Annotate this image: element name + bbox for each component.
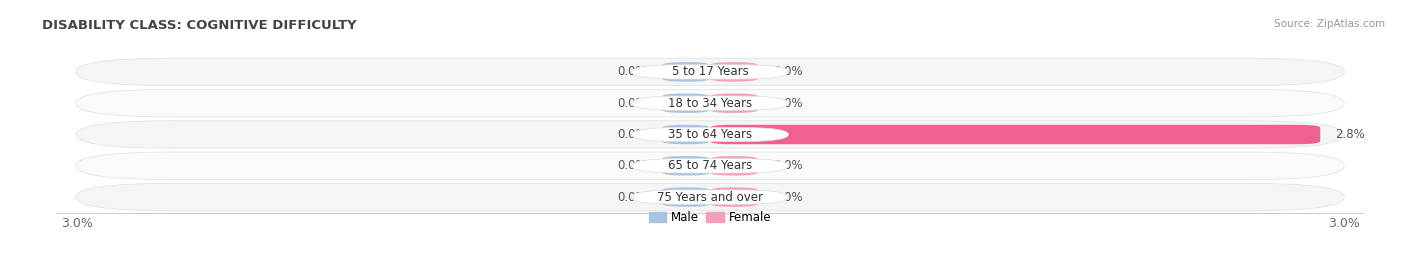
FancyBboxPatch shape bbox=[76, 89, 1344, 117]
FancyBboxPatch shape bbox=[631, 96, 789, 110]
Text: 5 to 17 Years: 5 to 17 Years bbox=[672, 65, 748, 78]
Text: 0.0%: 0.0% bbox=[617, 191, 647, 204]
Text: 0.0%: 0.0% bbox=[773, 159, 803, 172]
Text: 0.0%: 0.0% bbox=[773, 65, 803, 78]
FancyBboxPatch shape bbox=[710, 187, 758, 207]
FancyBboxPatch shape bbox=[710, 156, 758, 175]
FancyBboxPatch shape bbox=[662, 125, 710, 144]
FancyBboxPatch shape bbox=[710, 94, 758, 113]
FancyBboxPatch shape bbox=[662, 94, 710, 113]
Text: 3.0%: 3.0% bbox=[1327, 217, 1360, 229]
Text: DISABILITY CLASS: COGNITIVE DIFFICULTY: DISABILITY CLASS: COGNITIVE DIFFICULTY bbox=[42, 19, 357, 32]
FancyBboxPatch shape bbox=[710, 62, 758, 82]
Text: 2.8%: 2.8% bbox=[1336, 128, 1365, 141]
Text: 0.0%: 0.0% bbox=[773, 191, 803, 204]
Text: Source: ZipAtlas.com: Source: ZipAtlas.com bbox=[1274, 19, 1385, 29]
FancyBboxPatch shape bbox=[76, 121, 1344, 148]
Legend: Male, Female: Male, Female bbox=[644, 206, 776, 228]
Text: 0.0%: 0.0% bbox=[617, 97, 647, 110]
FancyBboxPatch shape bbox=[631, 127, 789, 142]
Text: 0.0%: 0.0% bbox=[617, 128, 647, 141]
Text: 0.0%: 0.0% bbox=[617, 159, 647, 172]
Text: 35 to 64 Years: 35 to 64 Years bbox=[668, 128, 752, 141]
FancyBboxPatch shape bbox=[710, 125, 1320, 144]
Text: 0.0%: 0.0% bbox=[617, 65, 647, 78]
FancyBboxPatch shape bbox=[76, 58, 1344, 86]
FancyBboxPatch shape bbox=[662, 187, 710, 207]
FancyBboxPatch shape bbox=[631, 190, 789, 204]
FancyBboxPatch shape bbox=[662, 156, 710, 175]
Text: 18 to 34 Years: 18 to 34 Years bbox=[668, 97, 752, 110]
FancyBboxPatch shape bbox=[662, 62, 710, 82]
FancyBboxPatch shape bbox=[631, 159, 789, 173]
Text: 75 Years and over: 75 Years and over bbox=[657, 191, 763, 204]
FancyBboxPatch shape bbox=[631, 65, 789, 79]
Text: 0.0%: 0.0% bbox=[773, 97, 803, 110]
Text: 3.0%: 3.0% bbox=[60, 217, 93, 229]
Text: 65 to 74 Years: 65 to 74 Years bbox=[668, 159, 752, 172]
FancyBboxPatch shape bbox=[76, 152, 1344, 180]
FancyBboxPatch shape bbox=[76, 183, 1344, 211]
